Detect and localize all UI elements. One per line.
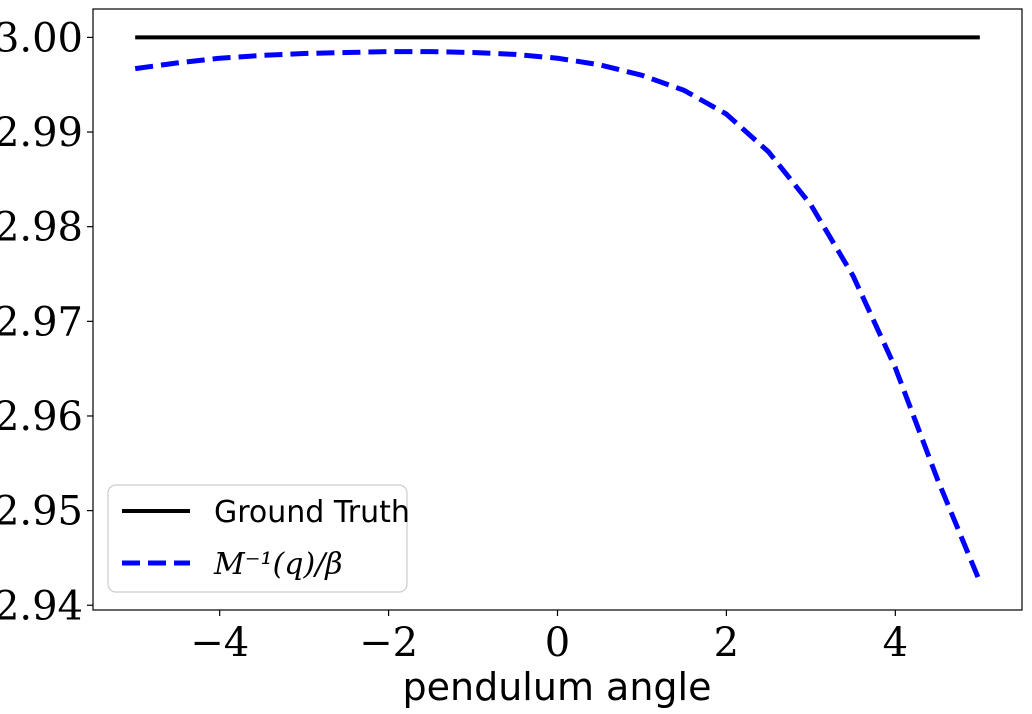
- y-tick-label: 2.97: [0, 299, 83, 345]
- x-tick-label: 0: [545, 620, 570, 666]
- x-tick-label: 2: [714, 620, 739, 666]
- series-line-m-inverse: [134, 49, 983, 583]
- y-tick-label: 2.95: [0, 489, 83, 535]
- legend-label-ground-truth: Ground Truth: [214, 495, 410, 530]
- x-tick-label: 4: [883, 620, 908, 666]
- x-axis-ticks: −4 −2 0 2 4: [190, 610, 908, 666]
- y-tick-label: 2.96: [0, 394, 83, 440]
- y-tick-label: 2.99: [0, 110, 83, 156]
- legend: Ground Truth M⁻¹(q)/β: [107, 484, 410, 593]
- y-tick-label: 2.94: [0, 583, 83, 629]
- y-axis-ticks: 2.94 2.95 2.96 2.97 2.98 2.99 3.00: [0, 15, 93, 629]
- y-tick-label: 2.98: [0, 205, 83, 251]
- series-layer: [134, 35, 983, 583]
- legend-label-m-inverse: M⁻¹(q)/β: [213, 547, 343, 582]
- y-tick-label: 3.00: [0, 15, 83, 61]
- x-tick-label: −2: [359, 620, 418, 666]
- x-tick-label: −4: [190, 620, 249, 666]
- x-axis-label: pendulum angle: [403, 665, 712, 709]
